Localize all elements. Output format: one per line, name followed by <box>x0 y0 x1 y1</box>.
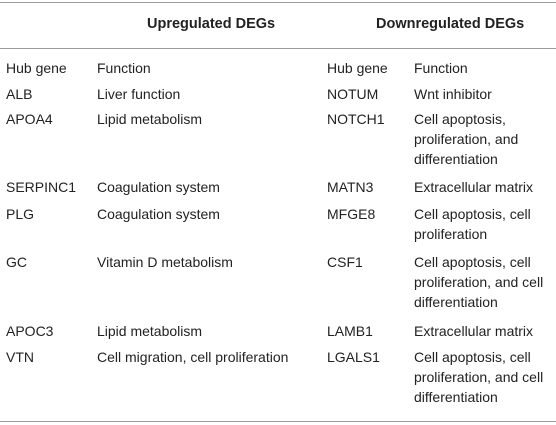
table-row-2-down-function-line-3: differentiation <box>414 151 498 167</box>
table-row-2-down-gene: NOTCH1 <box>327 111 385 127</box>
table-row-1-up-function: Liver function <box>97 86 181 102</box>
table-row-2-down-function-line-2: proliferation, and <box>414 131 519 147</box>
table-row-1-up-gene: ALB <box>6 86 33 102</box>
table-row-4-up-gene: PLG <box>6 206 35 222</box>
header-downregulated: Downregulated DEGs <box>376 16 525 32</box>
bottom-rule <box>0 421 556 422</box>
table-row-5-down-function-line-1: Cell apoptosis, cell <box>414 254 531 270</box>
table-row-3-up-gene: SERPINC1 <box>6 179 77 195</box>
table-row-7-down-gene: LGALS1 <box>327 349 380 365</box>
table-row-6-down-gene: LAMB1 <box>327 323 373 339</box>
table-row-4-down-gene: MFGE8 <box>327 206 376 222</box>
column-header-down-function: Function <box>414 60 468 76</box>
header-upregulated: Upregulated DEGs <box>147 16 276 32</box>
table-row-7-up-gene: VTN <box>6 349 34 365</box>
column-header-up-gene: Hub gene <box>6 60 67 76</box>
table-row-4-down-function-line-1: Cell apoptosis, cell <box>414 206 531 222</box>
table-row-3-down-gene: MATN3 <box>327 179 374 195</box>
table-row-2-down-function-line-1: Cell apoptosis, <box>414 111 506 127</box>
table-row-7-down-function-line-3: differentiation <box>414 389 498 405</box>
table-row-5-down-gene: CSF1 <box>327 254 363 270</box>
column-header-up-function: Function <box>97 60 151 76</box>
table-row-1-down-function-line-1: Wnt inhibitor <box>414 86 492 102</box>
top-rule <box>0 2 556 3</box>
table-row-5-up-gene: GC <box>6 254 27 270</box>
table-row-7-up-function: Cell migration, cell proliferation <box>97 349 289 365</box>
table-row-3-up-function: Coagulation system <box>97 179 220 195</box>
table-row-5-down-function-line-2: proliferation, and cell <box>414 274 544 290</box>
column-header-down-gene: Hub gene <box>327 60 388 76</box>
table-row-4-down-function-line-2: proliferation <box>414 226 488 242</box>
table-row-2-up-gene: APOA4 <box>6 111 53 127</box>
table-row-2-up-function: Lipid metabolism <box>97 111 203 127</box>
table-row-5-up-function: Vitamin D metabolism <box>97 254 233 270</box>
table-row-7-down-function-line-2: proliferation, and cell <box>414 369 544 385</box>
table-row-6-down-function-line-1: Extracellular matrix <box>414 323 534 339</box>
table-row-6-up-gene: APOC3 <box>6 323 54 339</box>
table-row-3-down-function-line-1: Extracellular matrix <box>414 179 534 195</box>
table-row-7-down-function-line-1: Cell apoptosis, cell <box>414 349 531 365</box>
table-row-6-up-function: Lipid metabolism <box>97 323 203 339</box>
table-row-1-down-gene: NOTUM <box>327 86 379 102</box>
header-rule <box>0 48 556 49</box>
table-row-5-down-function-line-3: differentiation <box>414 294 498 310</box>
table-row-4-up-function: Coagulation system <box>97 206 220 222</box>
